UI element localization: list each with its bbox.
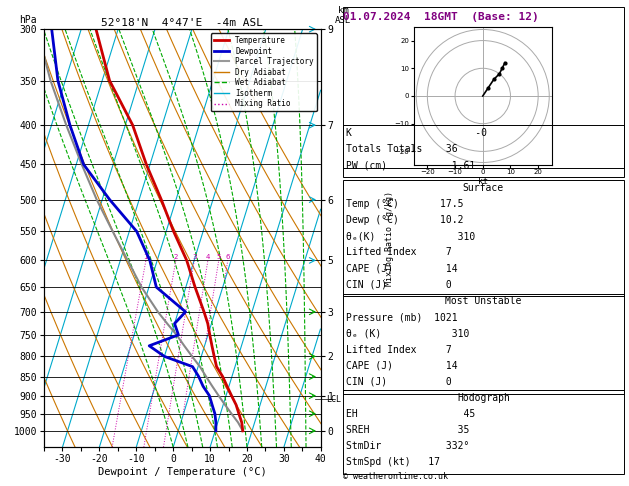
Text: 4: 4 [206,254,210,260]
Text: θₑ (K)            310: θₑ (K) 310 [346,329,469,339]
Text: Pressure (mb)  1021: Pressure (mb) 1021 [346,312,457,323]
Text: Mixing Ratio (g/kg): Mixing Ratio (g/kg) [386,191,394,286]
Text: Lifted Index     7: Lifted Index 7 [346,247,452,258]
Text: θₑ(K)              310: θₑ(K) 310 [346,231,475,242]
Text: 1: 1 [143,254,148,260]
Text: Surface: Surface [463,183,504,193]
Text: LCL: LCL [326,395,342,404]
Text: 2: 2 [174,254,178,260]
Text: hPa: hPa [19,15,36,25]
Text: CAPE (J)         14: CAPE (J) 14 [346,361,457,371]
Text: 6: 6 [226,254,230,260]
Text: Lifted Index     7: Lifted Index 7 [346,345,452,355]
Text: EH                  45: EH 45 [346,409,475,419]
Text: SREH               35: SREH 35 [346,425,469,435]
Text: Totals Totals    36: Totals Totals 36 [346,144,457,155]
Text: © weatheronline.co.uk: © weatheronline.co.uk [343,472,448,481]
Text: Temp (°C)       17.5: Temp (°C) 17.5 [346,199,464,209]
X-axis label: kt: kt [478,177,487,186]
Text: 3: 3 [192,254,196,260]
Text: Dewp (°C)       10.2: Dewp (°C) 10.2 [346,215,464,226]
Text: Most Unstable: Most Unstable [445,296,521,307]
Text: CIN (J)          0: CIN (J) 0 [346,377,452,387]
Text: km
ASL: km ASL [335,6,351,25]
Title: 52°18'N  4°47'E  -4m ASL: 52°18'N 4°47'E -4m ASL [101,18,264,28]
Text: 5: 5 [216,254,221,260]
Text: PW (cm)           1.61: PW (cm) 1.61 [346,160,475,171]
Text: Hodograph: Hodograph [457,393,510,403]
Text: StmDir           332°: StmDir 332° [346,441,469,451]
Text: 01.07.2024  18GMT  (Base: 12): 01.07.2024 18GMT (Base: 12) [343,12,538,22]
Text: K                     -0: K -0 [346,128,487,139]
Text: CAPE (J)         14: CAPE (J) 14 [346,263,457,274]
X-axis label: Dewpoint / Temperature (°C): Dewpoint / Temperature (°C) [98,467,267,477]
Text: StmSpd (kt)   17: StmSpd (kt) 17 [346,457,440,467]
Legend: Temperature, Dewpoint, Parcel Trajectory, Dry Adiabat, Wet Adiabat, Isotherm, Mi: Temperature, Dewpoint, Parcel Trajectory… [211,33,317,111]
Text: CIN (J)          0: CIN (J) 0 [346,279,452,290]
